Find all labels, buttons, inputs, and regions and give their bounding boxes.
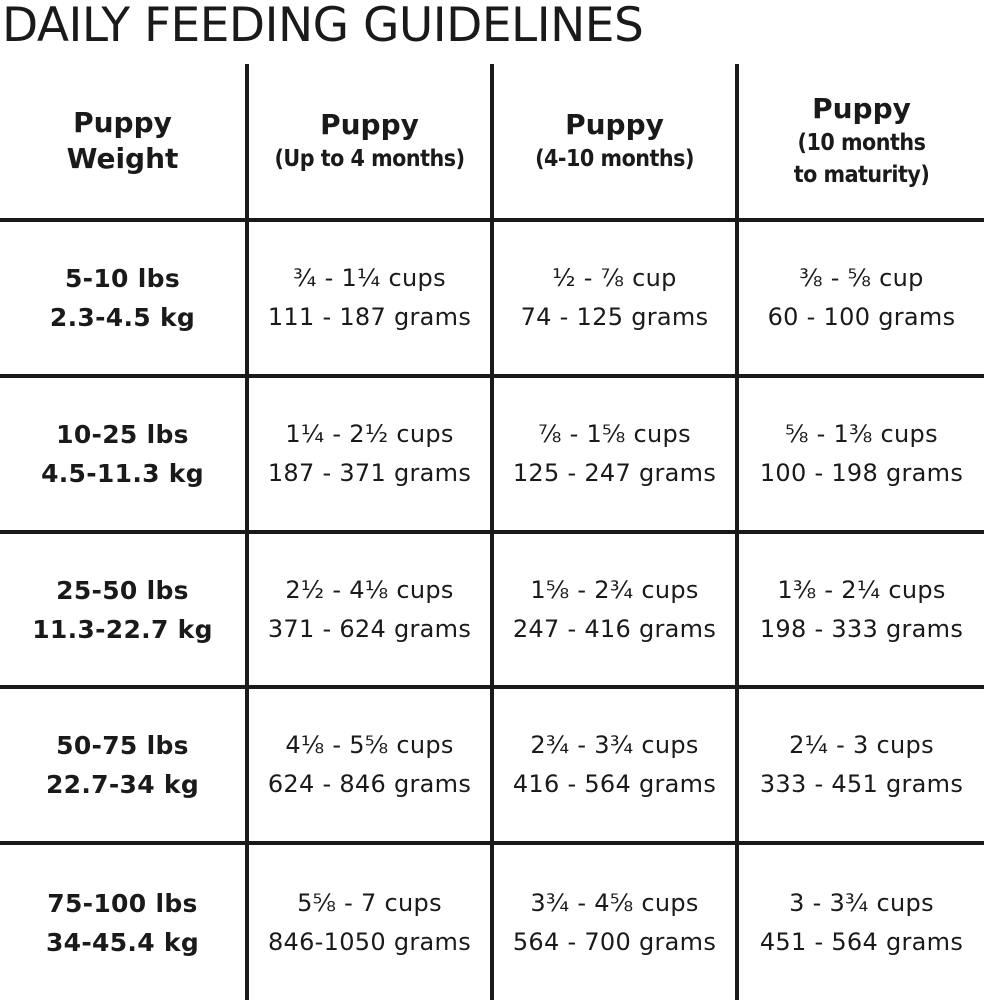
weight-cell: 5-10 lbs 2.3-4.5 kg	[0, 222, 245, 374]
weight-cell: 10-25 lbs 4.5-11.3 kg	[0, 378, 245, 530]
weight-cell: 25-50 lbs 11.3-22.7 kg	[0, 534, 245, 685]
amount-cups: 4⅛ - 5⅝ cups	[285, 731, 454, 759]
weight-kg: 2.3-4.5 kg	[49, 303, 196, 332]
amount-cell: 1⅝ - 2¾ cups 247 - 416 grams	[494, 534, 735, 685]
amount-cell: 2½ - 4⅛ cups 371 - 624 grams	[249, 534, 490, 685]
amount-cell: 2¾ - 3¾ cups 416 - 564 grams	[494, 689, 735, 841]
weight-lbs: 25-50 lbs	[56, 575, 189, 605]
header-cell-weight: Puppy Weight	[0, 64, 245, 218]
weight-kg: 34-45.4 kg	[45, 927, 200, 957]
row-divider	[0, 530, 984, 534]
amount-grams: 416 - 564 grams	[512, 770, 717, 798]
weight-cell: 75-100 lbs 34-45.4 kg	[0, 845, 245, 1000]
amount-grams: 451 - 564 grams	[759, 927, 964, 956]
amount-cell: 3¾ - 4⅝ cups 564 - 700 grams	[494, 845, 735, 1000]
header-main: Puppy	[73, 106, 172, 139]
amount-grams: 74 - 125 grams	[520, 303, 709, 331]
amount-grams: 60 - 100 grams	[767, 303, 956, 331]
header-sub: (4-10 months)	[535, 146, 694, 172]
weight-kg: 22.7-34 kg	[45, 770, 200, 799]
header-cell-4-10-months: Puppy (4-10 months)	[494, 64, 735, 218]
header-sub: Weight	[66, 142, 179, 175]
amount-cups: ⅝ - 1⅜ cups	[785, 420, 938, 448]
amount-cups: 2¼ - 3 cups	[789, 731, 934, 759]
amount-grams: 187 - 371 grams	[267, 459, 472, 487]
row-divider	[0, 218, 984, 222]
header-main: Puppy	[565, 108, 664, 141]
header-cell-up-to-4-months: Puppy (Up to 4 months)	[249, 64, 490, 218]
header-sub: (Up to 4 months)	[274, 146, 465, 172]
amount-cell: ⅞ - 1⅝ cups 125 - 247 grams	[494, 378, 735, 530]
amount-cups: 1¼ - 2½ cups	[285, 420, 454, 448]
row-divider	[0, 374, 984, 378]
amount-grams: 564 - 700 grams	[512, 927, 717, 956]
amount-cell: ⅝ - 1⅜ cups 100 - 198 grams	[739, 378, 984, 530]
header-cell-10-months-to-maturity: Puppy (10 months to maturity)	[739, 64, 984, 218]
row-divider	[0, 685, 984, 689]
amount-cell: 2¼ - 3 cups 333 - 451 grams	[739, 689, 984, 841]
amount-cell: ¾ - 1¼ cups 111 - 187 grams	[249, 222, 490, 374]
amount-cups: 2¾ - 3¾ cups	[530, 731, 699, 759]
amount-cups: 3 - 3¾ cups	[789, 888, 934, 917]
amount-cups: 5⅝ - 7 cups	[297, 888, 442, 917]
header-main: Puppy	[812, 92, 911, 125]
weight-lbs: 75-100 lbs	[47, 888, 198, 918]
amount-cell: 1⅜ - 2¼ cups 198 - 333 grams	[739, 534, 984, 685]
weight-kg: 11.3-22.7 kg	[32, 614, 213, 644]
amount-cell: 1¼ - 2½ cups 187 - 371 grams	[249, 378, 490, 530]
amount-cups: ¾ - 1¼ cups	[293, 264, 446, 292]
amount-cups: ⅞ - 1⅝ cups	[538, 420, 691, 448]
feeding-table: Puppy Weight Puppy (Up to 4 months) Pupp…	[0, 64, 984, 1000]
amount-cell: 3 - 3¾ cups 451 - 564 grams	[739, 845, 984, 1000]
amount-cups: 3¾ - 4⅝ cups	[530, 888, 699, 917]
amount-grams: 247 - 416 grams	[512, 614, 717, 643]
amount-grams: 333 - 451 grams	[759, 770, 964, 798]
amount-grams: 624 - 846 grams	[267, 770, 472, 798]
row-divider	[0, 841, 984, 845]
amount-cups: 1⅝ - 2¾ cups	[530, 575, 699, 604]
amount-cups: ⅜ - ⅝ cup	[799, 264, 924, 292]
header-sub-line2: to maturity)	[793, 162, 930, 188]
header-sub: (10 months	[797, 130, 926, 156]
amount-cell: ⅜ - ⅝ cup 60 - 100 grams	[739, 222, 984, 374]
amount-cups: 1⅜ - 2¼ cups	[777, 575, 946, 604]
amount-cups: 2½ - 4⅛ cups	[285, 575, 454, 604]
header-main: Puppy	[320, 108, 419, 141]
weight-lbs: 50-75 lbs	[56, 731, 189, 760]
weight-lbs: 5-10 lbs	[64, 264, 180, 293]
amount-grams: 125 - 247 grams	[512, 459, 717, 487]
weight-kg: 4.5-11.3 kg	[41, 459, 204, 488]
amount-cell: 4⅛ - 5⅝ cups 624 - 846 grams	[249, 689, 490, 841]
amount-grams: 371 - 624 grams	[267, 614, 472, 643]
amount-grams: 198 - 333 grams	[759, 614, 964, 643]
amount-cups: ½ - ⅞ cup	[552, 264, 677, 292]
weight-cell: 50-75 lbs 22.7-34 kg	[0, 689, 245, 841]
amount-grams: 846-1050 grams	[267, 927, 472, 956]
weight-lbs: 10-25 lbs	[56, 420, 189, 449]
page-title: DAILY FEEDING GUIDELINES	[2, 0, 644, 53]
amount-cell: ½ - ⅞ cup 74 - 125 grams	[494, 222, 735, 374]
amount-grams: 100 - 198 grams	[759, 459, 964, 487]
amount-cell: 5⅝ - 7 cups 846-1050 grams	[249, 845, 490, 1000]
amount-grams: 111 - 187 grams	[267, 303, 472, 331]
